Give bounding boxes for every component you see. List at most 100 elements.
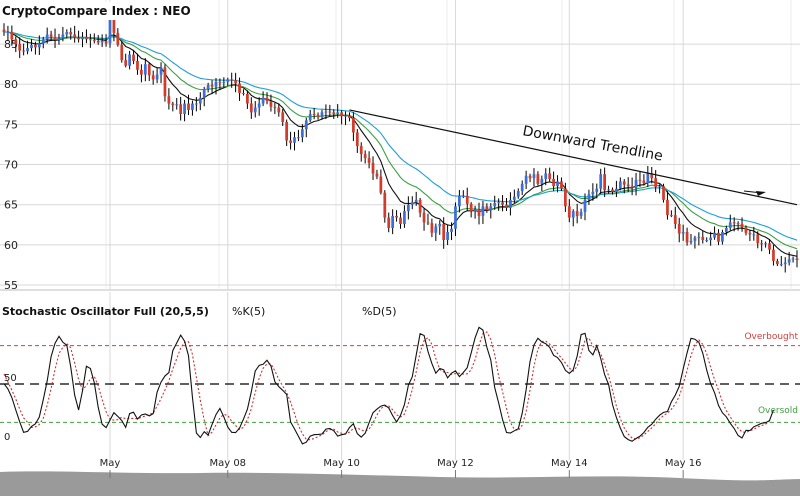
candle-body: [104, 40, 108, 44]
candle-body: [509, 199, 512, 208]
x-tick-label: May 16: [665, 458, 702, 469]
candle-body: [607, 189, 610, 191]
candle-body: [18, 44, 22, 51]
candle-body: [458, 195, 461, 207]
candle-body: [73, 34, 77, 38]
candle-body: [795, 258, 799, 261]
x-tick-label: May 08: [209, 458, 246, 469]
candle-body: [705, 240, 709, 242]
candle-body: [273, 106, 277, 108]
candle-body: [689, 240, 693, 243]
candle-body: [748, 232, 752, 235]
candle-body: [595, 188, 599, 192]
x-axis: May May 08 May 10 May 12 May 14 May 16: [100, 458, 702, 478]
candle-body: [120, 44, 124, 61]
price-y-tick-label: 80: [4, 78, 18, 91]
candle-body: [461, 195, 465, 197]
candle-body: [206, 85, 210, 90]
candle-body: [638, 179, 642, 181]
candle-body: [304, 120, 308, 130]
candle-body: [340, 112, 343, 117]
candle-body: [395, 215, 398, 218]
candle-body: [406, 204, 410, 212]
candle-body: [650, 173, 654, 179]
candle-body: [560, 181, 563, 189]
candle-body: [379, 176, 383, 193]
candle-body: [359, 146, 363, 155]
candle-body: [222, 81, 226, 83]
candle-body: [179, 104, 183, 114]
candle-body: [57, 38, 61, 41]
candle-body: [768, 243, 771, 250]
candle-body: [630, 186, 634, 188]
candle-body: [297, 137, 300, 139]
candle-body: [399, 217, 402, 224]
candle-body: [175, 104, 179, 106]
candle-body: [246, 93, 249, 104]
candle-body: [300, 129, 304, 138]
candle-body: [10, 32, 14, 40]
candle-body: [257, 103, 261, 108]
candle-body: [473, 209, 477, 212]
trendline-arrow-shaft: [743, 190, 763, 194]
price-y-tick-label: 65: [4, 199, 18, 212]
candle-body: [583, 199, 587, 212]
price-y-tick-label: 70: [4, 159, 18, 172]
candle-body: [328, 111, 332, 113]
candle-body: [489, 206, 493, 211]
candle-body: [626, 184, 630, 187]
candle-body: [61, 34, 65, 39]
candle-body: [497, 202, 501, 204]
x-tick-label: May: [100, 458, 121, 469]
candle-body: [159, 67, 163, 75]
candle-body: [528, 175, 532, 179]
candle-body: [505, 204, 508, 208]
candle-body: [524, 175, 528, 184]
candle-body: [30, 44, 33, 49]
candle-body: [713, 232, 716, 238]
candle-body: [316, 114, 320, 118]
candle-body: [2, 29, 6, 33]
candle-body: [752, 234, 756, 236]
candle-body: [591, 191, 595, 195]
candle-body: [677, 223, 681, 234]
candle-body: [367, 158, 371, 163]
candle-body: [191, 103, 194, 110]
candle-body: [363, 154, 367, 159]
candle-body: [85, 36, 88, 40]
candle-body: [210, 85, 214, 87]
candle-body: [536, 174, 540, 184]
candle-body: [387, 217, 391, 228]
candle-body: [465, 195, 469, 204]
candle-body: [112, 15, 116, 33]
candle-body: [187, 103, 190, 110]
candle-body: [442, 223, 446, 241]
candle-body: [289, 140, 292, 143]
k-line: [3, 326, 774, 445]
candle-body: [579, 211, 583, 216]
x-tick-label: May 10: [323, 458, 360, 469]
candle-body: [234, 80, 237, 84]
navigator[interactable]: May May 08 May 10 May 12 May 14 May 16: [0, 458, 800, 496]
trendline: [349, 109, 798, 206]
candle-body: [171, 103, 175, 106]
candle-body: [564, 188, 567, 207]
x-tick-label: May 14: [551, 458, 588, 469]
candle-body: [226, 79, 230, 82]
candle-body: [438, 223, 442, 227]
candle-body: [403, 211, 406, 224]
candle-body: [214, 81, 218, 87]
candle-body: [45, 34, 49, 40]
candle-body: [277, 107, 281, 113]
candle-body: [163, 67, 167, 97]
candle-body: [552, 179, 555, 187]
candle-body: [512, 196, 516, 200]
candle-body: [81, 36, 84, 40]
overbought-label: Overbought: [744, 332, 798, 342]
candle-body: [434, 226, 438, 233]
candle-body: [776, 260, 779, 265]
candle-body: [414, 199, 418, 203]
candle-body: [779, 264, 783, 266]
candle-body: [493, 203, 497, 207]
chart-title: CryptoCompare Index : NEO: [2, 4, 191, 18]
